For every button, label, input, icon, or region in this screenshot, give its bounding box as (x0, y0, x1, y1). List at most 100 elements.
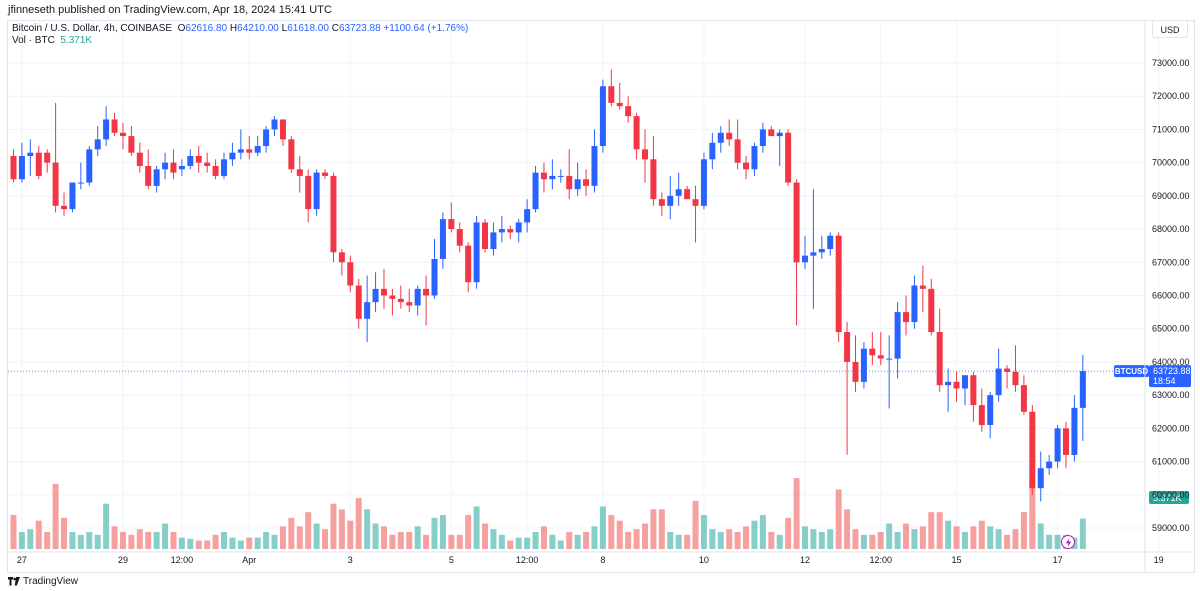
publisher-bar: jfinneseth published on TradingView.com,… (0, 0, 1200, 20)
volume-bar (212, 534, 219, 549)
time-tick-label: 12:00 (869, 555, 892, 565)
volume-bar (465, 515, 472, 549)
candle-body (953, 381, 960, 389)
footer-brand[interactable]: TradingView (23, 576, 79, 587)
candle-body (658, 199, 665, 206)
volume-bar (456, 534, 463, 549)
volume-label[interactable]: Vol · BTC (12, 35, 55, 46)
volume-bar (532, 532, 539, 549)
volume-bar (482, 523, 489, 549)
candle-body (322, 172, 329, 176)
candle-body (507, 229, 514, 233)
volume-bar (136, 529, 143, 549)
candle-body (894, 312, 901, 359)
candle-body (709, 142, 716, 160)
price-tick-label: 69000.00 (1152, 191, 1190, 201)
volume-bar (431, 517, 438, 549)
candle-body (608, 86, 615, 103)
volume-bar (785, 517, 792, 549)
volume-bar (928, 512, 935, 549)
candle-body (204, 162, 211, 166)
candle-body (456, 229, 463, 246)
symbol-title[interactable]: Bitcoin / U.S. Dollar, 4h, COINBASE (12, 23, 173, 34)
candle-body (431, 258, 438, 296)
candle-body (827, 235, 834, 249)
volume-bar (894, 532, 901, 549)
tradingview-logo-icon (8, 577, 20, 586)
volume-bar (296, 526, 303, 549)
volume-bar (288, 517, 295, 549)
legend-ohlc-row: Bitcoin / U.S. Dollar, 4h, COINBASE O626… (12, 23, 468, 35)
volume-bar (473, 506, 480, 549)
candle-body (153, 169, 160, 186)
volume-bar (338, 509, 345, 549)
volume-bar (103, 503, 110, 549)
candle-body (69, 182, 76, 210)
volume-bar (801, 526, 808, 549)
volume-bar (1029, 481, 1036, 549)
candle-body (928, 288, 935, 333)
volume-bar (734, 532, 741, 549)
volume-bar (237, 540, 244, 549)
volume-bar (162, 523, 169, 549)
candle-body (414, 288, 421, 306)
candle-body (961, 375, 968, 389)
volume-bar (507, 540, 514, 549)
volume-bar (658, 509, 665, 549)
volume-bar (61, 517, 68, 549)
high-key: H (229, 23, 238, 34)
candle-body (44, 152, 51, 163)
candle-body (524, 209, 531, 223)
lightning-icon[interactable] (1061, 535, 1075, 549)
volume-bar (751, 520, 758, 549)
time-tick-label: 12:00 (516, 555, 539, 565)
volume-tag-value: 5.371K (1153, 493, 1182, 503)
candle-body (279, 119, 286, 140)
candle-body (515, 222, 522, 233)
volume-bar (1004, 534, 1011, 549)
candle-body (423, 288, 430, 296)
volume-bar (700, 515, 707, 549)
candle-body (212, 165, 219, 176)
price-tick-label: 68000.00 (1152, 224, 1190, 234)
price-tick-label: 67000.00 (1152, 257, 1190, 267)
volume-bar (987, 526, 994, 549)
candle-body (1037, 468, 1044, 489)
candle-body (35, 152, 42, 176)
candle-body (77, 182, 84, 184)
volume-bar (271, 534, 278, 549)
candle-body (27, 152, 34, 156)
volume-bar (995, 529, 1002, 549)
candle-body (170, 162, 177, 173)
candle-body (254, 146, 261, 153)
volume-bar (77, 534, 84, 549)
candle-body (397, 298, 404, 303)
candle-body (793, 182, 800, 263)
price-tick-label: 72000.00 (1152, 91, 1190, 101)
volume-bar (793, 478, 800, 549)
candle-body (313, 172, 320, 210)
candle-body (726, 132, 733, 140)
candle-body (995, 368, 1002, 396)
candle-body (852, 361, 859, 382)
candle-body (119, 132, 126, 137)
candle-body (439, 219, 446, 259)
candle-body (162, 162, 169, 170)
volume-bar (498, 534, 505, 549)
close-key: C (331, 23, 339, 34)
price-tick-label: 62000.00 (1152, 423, 1190, 433)
time-tick-label: 27 (17, 555, 27, 565)
volume-bar (911, 529, 918, 549)
candle-body (751, 146, 758, 170)
candle-body (296, 169, 303, 176)
countdown-value: 18:54 (1153, 376, 1176, 386)
candle-body (987, 395, 994, 426)
volume-bar (642, 523, 648, 549)
volume-bar (574, 534, 581, 549)
currency-button[interactable]: USD (1152, 20, 1188, 38)
volume-bar (692, 500, 699, 549)
volume-bar (1079, 518, 1086, 549)
candle-body (903, 312, 910, 323)
candle-body (616, 102, 623, 107)
